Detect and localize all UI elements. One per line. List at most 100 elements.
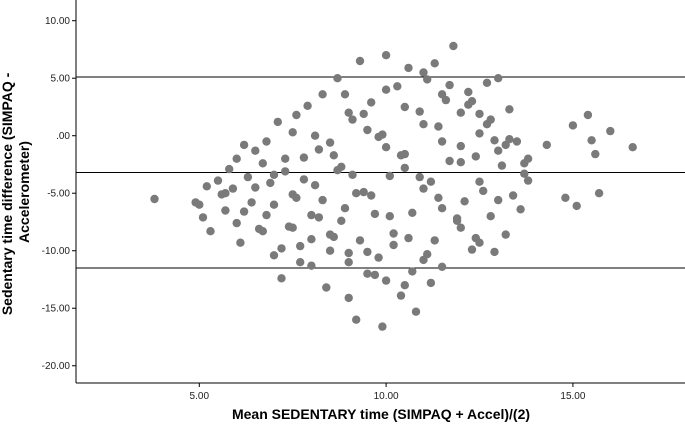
data-point bbox=[359, 187, 368, 197]
data-point bbox=[445, 156, 454, 166]
data-point bbox=[568, 121, 578, 130]
data-point bbox=[288, 128, 297, 137]
data-point bbox=[258, 227, 267, 236]
data-point bbox=[434, 193, 443, 202]
data-point bbox=[292, 110, 301, 120]
x-tick-label: 10.00 bbox=[374, 391, 399, 402]
data-point bbox=[501, 140, 510, 150]
data-point bbox=[479, 186, 488, 196]
data-point bbox=[452, 214, 462, 223]
data-points bbox=[150, 41, 637, 331]
data-point bbox=[411, 307, 421, 316]
data-point bbox=[355, 56, 365, 66]
data-point bbox=[415, 107, 424, 116]
data-point bbox=[281, 154, 290, 163]
data-point bbox=[225, 164, 234, 174]
data-point bbox=[344, 248, 353, 258]
data-point bbox=[389, 229, 398, 238]
data-point bbox=[591, 149, 600, 159]
data-point bbox=[475, 177, 484, 186]
data-point bbox=[206, 227, 215, 236]
x-tick-label: 5.00 bbox=[190, 391, 210, 402]
data-point bbox=[505, 105, 514, 114]
data-point bbox=[606, 126, 615, 136]
data-point bbox=[314, 145, 324, 154]
data-point bbox=[232, 218, 241, 228]
data-point bbox=[419, 120, 428, 129]
x-tick-label: 15.00 bbox=[560, 391, 585, 402]
data-point bbox=[367, 98, 376, 107]
data-point bbox=[198, 213, 208, 222]
data-point bbox=[310, 181, 320, 190]
data-point bbox=[467, 245, 477, 254]
data-point bbox=[475, 129, 484, 138]
data-point bbox=[490, 136, 499, 145]
data-point bbox=[299, 175, 309, 184]
data-point bbox=[314, 213, 324, 222]
data-point bbox=[363, 125, 372, 135]
data-point bbox=[363, 269, 372, 278]
data-point bbox=[486, 212, 495, 221]
data-point bbox=[587, 136, 596, 145]
data-point bbox=[232, 154, 241, 163]
data-point bbox=[288, 190, 297, 199]
data-point bbox=[482, 120, 492, 129]
data-point bbox=[303, 101, 312, 111]
data-point bbox=[251, 146, 260, 155]
data-point bbox=[449, 41, 458, 51]
data-point bbox=[460, 197, 469, 206]
data-point bbox=[359, 109, 368, 119]
data-point bbox=[456, 108, 465, 117]
data-point bbox=[471, 152, 480, 161]
data-point bbox=[325, 138, 335, 147]
y-tick-label: 10.00 bbox=[45, 16, 70, 27]
data-point bbox=[572, 201, 581, 211]
y-tick-label: 5.00 bbox=[51, 74, 71, 85]
data-point bbox=[520, 169, 529, 178]
data-point bbox=[430, 59, 439, 68]
data-point bbox=[508, 191, 518, 200]
data-point bbox=[344, 108, 353, 117]
data-point bbox=[482, 78, 492, 88]
data-point bbox=[393, 82, 402, 91]
data-point bbox=[325, 246, 335, 255]
data-point bbox=[340, 204, 350, 213]
data-point bbox=[269, 200, 279, 209]
data-point bbox=[202, 182, 211, 191]
data-point bbox=[501, 230, 510, 239]
data-point bbox=[464, 100, 473, 109]
data-point bbox=[337, 216, 346, 225]
data-point bbox=[307, 235, 316, 244]
y-tick-labels: 10.00 5.00 .00 -5.00 -10.00 -15.00 -20.00 bbox=[42, 16, 76, 372]
data-point bbox=[150, 194, 159, 204]
data-point bbox=[344, 293, 353, 303]
data-point bbox=[516, 205, 525, 214]
data-point bbox=[426, 278, 436, 288]
data-point bbox=[445, 80, 454, 90]
data-point bbox=[494, 146, 503, 155]
data-point bbox=[396, 151, 406, 160]
data-point bbox=[266, 178, 275, 188]
data-point bbox=[296, 258, 305, 267]
data-point bbox=[400, 281, 409, 290]
data-point bbox=[262, 137, 271, 146]
data-point bbox=[400, 163, 409, 173]
data-point bbox=[381, 143, 391, 152]
y-tick-label: -15.00 bbox=[42, 304, 71, 315]
data-point bbox=[333, 74, 342, 83]
data-point bbox=[247, 198, 256, 207]
y-axis-title-line-2: Accelerometer) bbox=[16, 141, 32, 243]
data-point bbox=[456, 223, 465, 232]
data-point bbox=[594, 189, 604, 198]
data-point bbox=[221, 206, 230, 215]
data-point bbox=[344, 258, 353, 267]
data-point bbox=[497, 161, 507, 170]
data-point bbox=[363, 247, 372, 257]
data-point bbox=[389, 240, 398, 250]
data-point bbox=[628, 143, 637, 152]
data-point bbox=[228, 184, 238, 193]
data-point bbox=[277, 244, 286, 253]
data-point bbox=[456, 141, 465, 151]
data-point bbox=[299, 153, 309, 162]
